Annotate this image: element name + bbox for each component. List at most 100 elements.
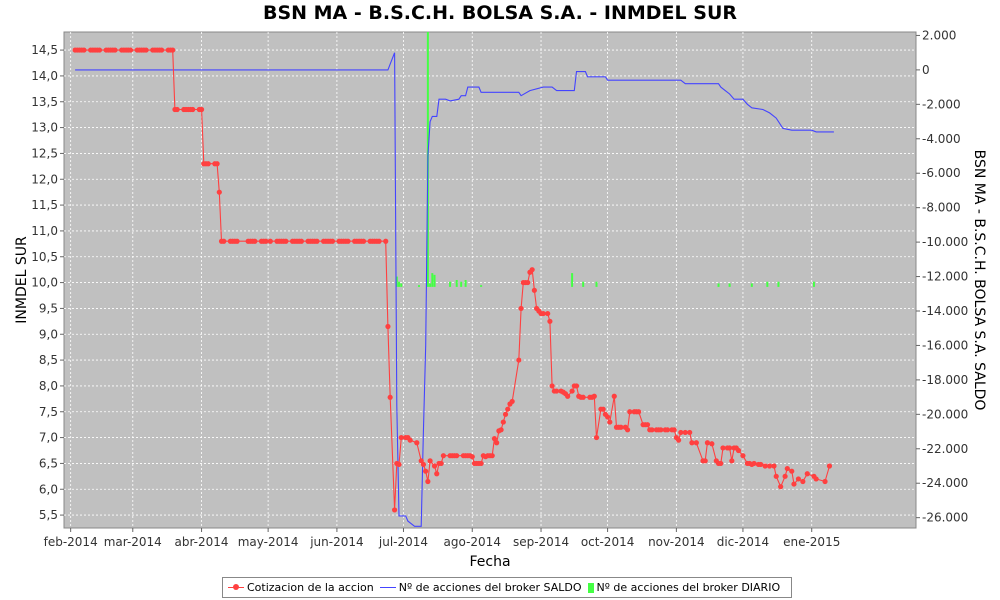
price-point — [216, 189, 222, 195]
price-point — [252, 238, 258, 244]
price-point — [822, 478, 828, 485]
left-tick-label: 14,0 — [31, 69, 58, 83]
price-point — [682, 429, 688, 436]
price-point — [636, 409, 642, 415]
price-point — [407, 437, 413, 443]
diario-bar — [431, 273, 434, 287]
price-point — [778, 484, 784, 490]
legend-price-label: Cotizacion de la accion — [247, 581, 374, 594]
diario-bar — [460, 281, 463, 287]
price-point — [678, 429, 684, 436]
right-tick-label: 0 — [922, 63, 930, 77]
right-tick-label: -14.000 — [922, 304, 968, 318]
x-tick-label: ago-2014 — [444, 535, 501, 549]
price-point — [649, 427, 655, 433]
legend-price-swatch — [228, 584, 244, 590]
price-point — [591, 393, 597, 399]
price-point — [718, 460, 724, 467]
price-point — [509, 398, 515, 405]
price-point — [545, 310, 551, 317]
price-point — [221, 238, 227, 244]
price-point — [580, 394, 586, 400]
price-point — [214, 161, 220, 167]
price-point — [702, 458, 708, 464]
right-tick-label: -22.000 — [922, 442, 968, 456]
price-point — [671, 427, 677, 433]
price-point — [766, 463, 773, 469]
diario-bar — [595, 281, 598, 287]
left-tick-label: 6,5 — [39, 456, 58, 470]
price-point — [385, 323, 391, 330]
price-point — [569, 388, 575, 394]
price-point — [658, 427, 664, 433]
left-tick-label: 8,0 — [39, 379, 58, 393]
diario-bar — [395, 276, 398, 287]
price-point — [298, 238, 305, 244]
price-point — [383, 238, 389, 244]
left-tick-label: 8,5 — [39, 353, 58, 367]
price-point — [618, 424, 624, 430]
price-point — [494, 440, 500, 446]
price-point — [396, 461, 402, 468]
legend-item-saldo: Nº de acciones del broker SALDO — [379, 581, 582, 594]
left-tick-label: 14,5 — [31, 43, 58, 57]
price-point — [573, 383, 580, 389]
price-point — [112, 47, 118, 53]
price-point — [205, 161, 211, 167]
legend-item-price: Cotizacion de la accion — [228, 581, 374, 594]
price-point — [740, 453, 746, 459]
price-point — [425, 478, 431, 485]
price-point — [434, 471, 440, 477]
price-point — [127, 47, 134, 53]
diario-bar — [429, 283, 432, 287]
x-tick-label: feb-2014 — [44, 535, 98, 549]
x-tick-label: may-2014 — [238, 535, 299, 549]
plot-area — [63, 31, 917, 529]
left-tick-label: 5,5 — [39, 508, 58, 522]
diario-bar — [455, 280, 458, 287]
right-tick-label: -4.000 — [922, 132, 961, 146]
price-point — [502, 411, 509, 417]
price-point — [826, 463, 833, 469]
x-tick-label: mar-2014 — [104, 535, 162, 549]
left-tick-label: 13,5 — [31, 95, 58, 109]
diario-bar — [418, 285, 420, 287]
right-tick-label: -8.000 — [922, 201, 961, 215]
price-point — [267, 238, 273, 244]
diario-bar — [449, 281, 452, 287]
left-tick-label: 11,5 — [31, 198, 58, 212]
left-tick-label: 10,5 — [31, 250, 58, 264]
diario-bar — [433, 274, 436, 287]
x-tick-label: dic-2014 — [717, 535, 769, 549]
right-tick-label: -12.000 — [922, 270, 968, 284]
price-point — [143, 47, 149, 53]
left-tick-label: 12,0 — [31, 172, 58, 186]
price-point — [345, 238, 351, 244]
price-point — [516, 357, 522, 363]
price-point — [729, 458, 735, 464]
price-point — [478, 460, 484, 467]
saldo-line — [75, 52, 834, 527]
left-tick-label: 7,0 — [39, 431, 58, 445]
price-point — [498, 427, 504, 433]
right-tick-label: -2.000 — [922, 97, 961, 111]
right-tick-label: -26.000 — [922, 511, 968, 525]
price-point — [391, 507, 398, 513]
x-axis-title: Fecha — [469, 554, 510, 570]
price-point — [784, 465, 790, 472]
price-point — [174, 106, 180, 113]
left-tick-label: 11,0 — [31, 224, 58, 238]
price-point — [664, 427, 671, 433]
price-point — [549, 383, 555, 389]
price-point — [329, 238, 336, 244]
price-point — [689, 440, 695, 446]
price-point — [314, 238, 320, 244]
price-point — [800, 478, 806, 485]
x-tick-label: oct-2014 — [581, 535, 635, 549]
price-point — [720, 445, 726, 451]
right-axis: -26.000 -24.000 -22.000 -20.000 -18.000 -16.0… — [916, 28, 968, 525]
price-point — [804, 471, 810, 477]
price-point — [438, 460, 444, 467]
price-point — [704, 440, 711, 446]
diario-bar — [582, 281, 585, 287]
